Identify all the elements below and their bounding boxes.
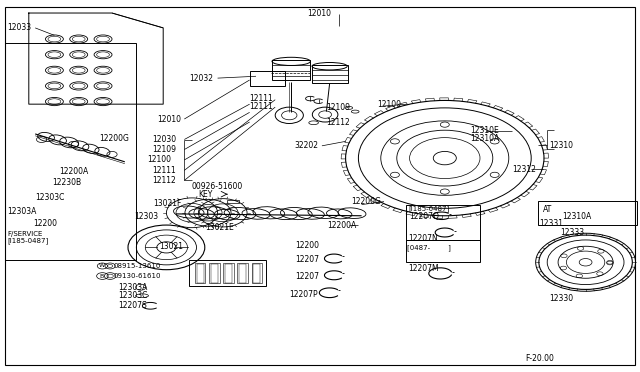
Bar (211, 264, 218, 283)
Bar (312, 65, 348, 83)
Text: 12109: 12109 (326, 103, 351, 112)
Text: 12312: 12312 (512, 165, 536, 174)
Text: B: B (100, 273, 104, 279)
Text: 12112: 12112 (152, 176, 176, 185)
Text: 12200: 12200 (296, 241, 320, 250)
Text: 12200G: 12200G (351, 197, 381, 206)
Text: 12111: 12111 (250, 102, 273, 110)
Text: 32202: 32202 (294, 141, 319, 150)
Bar (209, 263, 220, 283)
Text: 12333: 12333 (560, 228, 584, 237)
Text: 12109: 12109 (152, 145, 177, 154)
Text: 12112: 12112 (326, 118, 350, 126)
Text: 12303C: 12303C (118, 291, 148, 300)
Text: AT: AT (543, 205, 552, 214)
Bar (223, 263, 234, 283)
Text: 13021F: 13021F (154, 199, 182, 208)
Bar (239, 264, 246, 283)
Text: F-20.00: F-20.00 (525, 355, 554, 363)
Bar (225, 264, 232, 283)
Text: 12330: 12330 (549, 294, 573, 303)
Text: 12010: 12010 (157, 115, 181, 124)
Text: 12207S: 12207S (118, 301, 147, 310)
Text: 12310E: 12310E (470, 126, 499, 135)
Text: 12032: 12032 (189, 74, 212, 83)
Bar (195, 263, 205, 283)
Text: 12331: 12331 (539, 219, 563, 228)
Text: 12207Q: 12207Q (410, 212, 440, 221)
Text: 08915-13610: 08915-13610 (114, 263, 161, 269)
Text: 12207N: 12207N (408, 234, 438, 243)
Text: 12033: 12033 (8, 23, 32, 32)
Text: 12100: 12100 (378, 100, 402, 109)
Text: W: W (99, 263, 105, 269)
Bar (227, 200, 239, 203)
Text: 12207P: 12207P (289, 290, 318, 299)
Text: 12310: 12310 (549, 141, 573, 150)
Text: 12030: 12030 (152, 135, 177, 144)
Text: 12310A: 12310A (562, 212, 591, 221)
Text: 12303C: 12303C (35, 193, 65, 202)
Bar (189, 260, 266, 286)
Text: 12010: 12010 (307, 9, 332, 17)
Text: 12207: 12207 (296, 272, 320, 280)
Text: 12200A: 12200A (328, 221, 357, 230)
Text: 12207M: 12207M (408, 264, 439, 273)
Text: 12230B: 12230B (52, 178, 82, 187)
Text: 12100: 12100 (147, 155, 172, 164)
Bar (250, 71, 285, 86)
Bar (272, 60, 310, 80)
Bar (5, 43, 136, 260)
Text: [0487-        ]: [0487- ] (407, 244, 451, 251)
Text: 12111: 12111 (250, 94, 273, 103)
Text: F/SERVICE: F/SERVICE (8, 231, 43, 237)
Bar (253, 264, 260, 283)
Text: 12111: 12111 (152, 166, 176, 175)
Text: 12310A: 12310A (470, 134, 500, 143)
Text: KEY: KEY (198, 190, 212, 199)
Text: 00926-51600: 00926-51600 (192, 182, 243, 191)
Text: 12303A: 12303A (118, 283, 148, 292)
Bar (406, 205, 480, 240)
Bar (252, 263, 262, 283)
Text: 12200: 12200 (33, 219, 58, 228)
Text: 12200G: 12200G (99, 134, 129, 143)
Text: [I185-0487]: [I185-0487] (408, 206, 449, 212)
Text: 13021: 13021 (159, 242, 183, 251)
Bar (197, 264, 204, 283)
Bar (237, 263, 248, 283)
Bar (406, 240, 480, 262)
Text: 09130-61610: 09130-61610 (114, 273, 161, 279)
Bar (538, 201, 637, 225)
Text: 12200A: 12200A (59, 167, 88, 176)
Text: 12303A: 12303A (8, 207, 37, 216)
Text: 12207: 12207 (296, 255, 320, 264)
Text: 12303: 12303 (134, 212, 159, 221)
Text: [I185-0487]: [I185-0487] (8, 238, 49, 244)
Text: 13021E: 13021E (205, 223, 234, 232)
